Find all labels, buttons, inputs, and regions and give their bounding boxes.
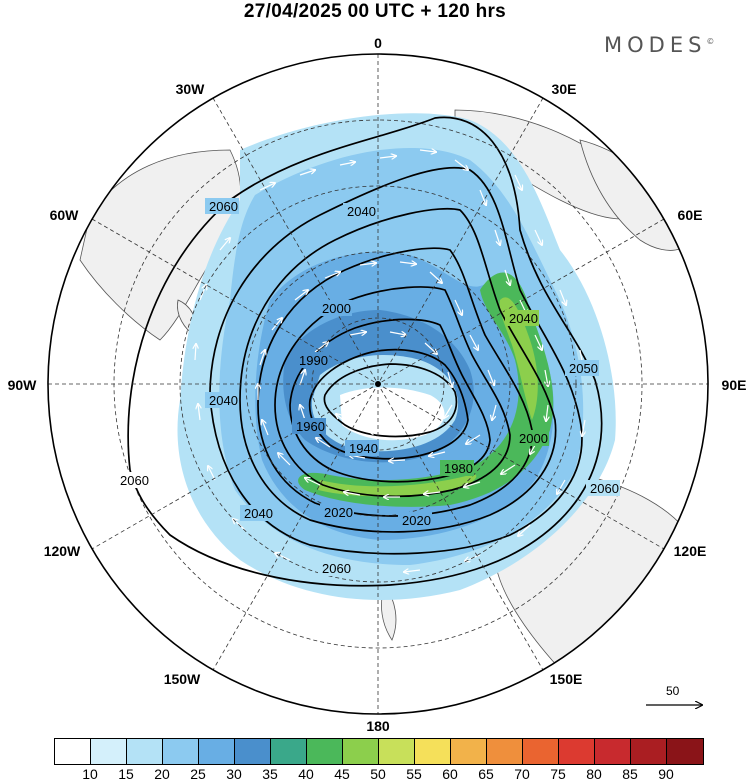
contour-label: 2000 <box>519 431 548 446</box>
contour-label: 2020 <box>324 505 353 520</box>
legend-swatch <box>631 739 667 764</box>
legend-swatch <box>415 739 451 764</box>
contour-label: 1980 <box>444 461 473 476</box>
longitude-label-120w: 120W <box>44 543 81 559</box>
longitude-label-60w: 60W <box>50 207 80 223</box>
longitude-label-120e: 120E <box>674 543 707 559</box>
legend-swatch <box>595 739 631 764</box>
legend-swatch <box>667 739 703 764</box>
contour-label: 2040 <box>347 204 376 219</box>
legend-tick-label: 70 <box>514 766 530 782</box>
legend-swatch <box>235 739 271 764</box>
legend-swatch <box>127 739 163 764</box>
longitude-label-30e: 30E <box>552 81 577 97</box>
wind-vectors <box>195 150 585 575</box>
contour-label: 1940 <box>349 441 378 456</box>
brand-mark: © <box>706 37 715 46</box>
legend-swatch <box>271 739 307 764</box>
legend-tick-label: 35 <box>262 766 278 782</box>
contour-label-group: 2060 2040 2000 1990 2040 1960 1940 1980 … <box>116 198 620 576</box>
legend-swatch <box>55 739 91 764</box>
contour-label: 2000 <box>322 301 351 316</box>
legend-tick-label: 85 <box>622 766 638 782</box>
legend-swatch <box>307 739 343 764</box>
color-legend-ticks: 10 15 20 25 30 35 40 45 50 55 60 65 70 75 80 85 90 <box>54 766 704 782</box>
legend-tick-label: 65 <box>478 766 494 782</box>
brand-text: MODES <box>604 33 707 57</box>
contour-label: 2060 <box>209 199 238 214</box>
contour-label: 2060 <box>322 561 351 576</box>
longitude-label-90w: 90W <box>8 377 38 393</box>
legend-swatch <box>91 739 127 764</box>
legend-swatch <box>559 739 595 764</box>
legend-swatch <box>199 739 235 764</box>
legend-tick-label: 15 <box>118 766 134 782</box>
polar-map: 2060 2040 2000 1990 2040 1960 1940 1980 … <box>8 35 747 734</box>
legend-tick-label: 60 <box>442 766 458 782</box>
longitude-label-150w: 150W <box>164 671 201 687</box>
legend-tick-label: 10 <box>82 766 98 782</box>
longitude-label-60e: 60E <box>678 207 703 223</box>
color-legend <box>54 738 704 765</box>
map-boundary <box>47 53 709 715</box>
longitude-labels: 0 30E 60E 90E 120E 150E 180 150W 120W 90… <box>8 35 747 734</box>
legend-swatch <box>523 739 559 764</box>
contour-label: 2050 <box>569 361 598 376</box>
contour-label: 2040 <box>509 311 538 326</box>
contour-label: 2060 <box>590 481 619 496</box>
legend-tick-label: 90 <box>658 766 674 782</box>
contour-label: 2040 <box>209 393 238 408</box>
contour-label: 1960 <box>296 419 325 434</box>
wind-reference-vector: 50 <box>644 684 706 714</box>
brand-logo: MODES© <box>604 33 714 57</box>
legend-tick-label: 75 <box>550 766 566 782</box>
legend-swatch <box>379 739 415 764</box>
wind-reference-label: 50 <box>666 684 680 698</box>
longitude-label-30w: 30W <box>176 81 206 97</box>
legend-swatch <box>163 739 199 764</box>
legend-swatch <box>343 739 379 764</box>
longitude-label-150e: 150E <box>550 671 583 687</box>
legend-tick-label: 30 <box>226 766 242 782</box>
map-title: 27/04/2025 00 UTC + 120 hrs <box>243 1 507 22</box>
legend-tick-label: 40 <box>298 766 314 782</box>
longitude-label-180: 180 <box>366 718 390 734</box>
legend-tick-label: 45 <box>334 766 350 782</box>
longitude-label-0: 0 <box>374 35 382 51</box>
legend-tick-label: 80 <box>586 766 602 782</box>
contour-label: 1990 <box>299 353 328 368</box>
contour-label: 2020 <box>402 513 431 528</box>
legend-tick-label: 50 <box>370 766 386 782</box>
contour-label: 2040 <box>244 506 273 521</box>
pole-marker <box>375 381 381 387</box>
arrow-right-icon <box>646 698 706 712</box>
legend-tick-label: 20 <box>154 766 170 782</box>
legend-tick-label: 25 <box>190 766 206 782</box>
legend-swatch <box>451 739 487 764</box>
contour-label: 2060 <box>120 473 149 488</box>
longitude-label-90e: 90E <box>722 377 747 393</box>
legend-swatch <box>487 739 523 764</box>
legend-tick-label: 55 <box>406 766 422 782</box>
